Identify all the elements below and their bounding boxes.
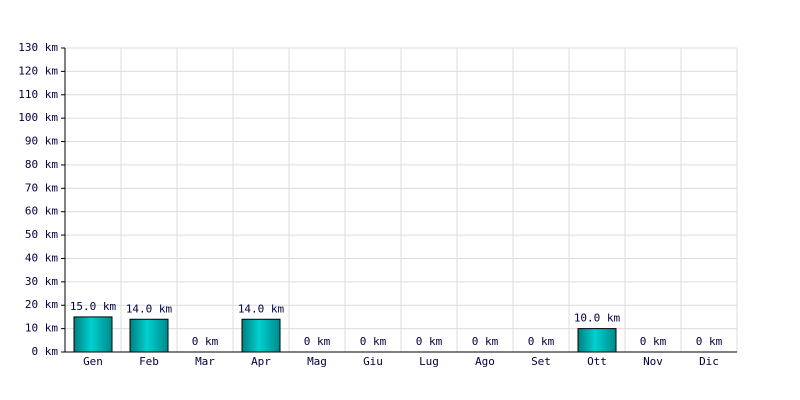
y-tick-label: 20 km — [25, 298, 58, 311]
y-tick-label: 70 km — [25, 181, 58, 194]
x-tick-label: Lug — [419, 355, 439, 368]
value-label: 0 km — [696, 335, 723, 348]
y-tick-label: 60 km — [25, 205, 58, 218]
y-tick-label: 120 km — [18, 64, 58, 77]
value-label: 0 km — [360, 335, 387, 348]
y-tick-label: 10 km — [25, 322, 58, 335]
x-tick-label: Ott — [587, 355, 607, 368]
y-tick-label: 100 km — [18, 111, 58, 124]
bar — [73, 316, 113, 353]
x-tick-label: Ago — [475, 355, 495, 368]
y-tick-label: 50 km — [25, 228, 58, 241]
y-tick-label: 40 km — [25, 251, 58, 264]
value-label: 0 km — [640, 335, 667, 348]
x-tick-label: Dic — [699, 355, 719, 368]
x-tick-label: Mar — [195, 355, 215, 368]
x-tick-label: Feb — [139, 355, 159, 368]
value-label: 14.0 km — [126, 302, 173, 315]
x-tick-label: Mag — [307, 355, 327, 368]
x-tick-label: Gen — [83, 355, 103, 368]
value-label: 0 km — [416, 335, 443, 348]
bar — [129, 318, 169, 353]
y-tick-label: 30 km — [25, 275, 58, 288]
value-label: 0 km — [304, 335, 331, 348]
x-tick-label: Set — [531, 355, 551, 368]
value-label: 10.0 km — [574, 312, 621, 325]
value-label: 0 km — [472, 335, 499, 348]
y-tick-label: 80 km — [25, 158, 58, 171]
y-tick-label: 0 km — [32, 345, 59, 358]
x-tick-label: Apr — [251, 355, 271, 368]
bar — [577, 328, 617, 353]
bar — [241, 318, 281, 353]
x-tick-label: Giu — [363, 355, 383, 368]
y-tick-label: 90 km — [25, 135, 58, 148]
x-tick-label: Nov — [643, 355, 663, 368]
y-tick-label: 130 km — [18, 41, 58, 54]
value-label: 0 km — [528, 335, 555, 348]
value-label: 14.0 km — [238, 302, 285, 315]
y-tick-label: 110 km — [18, 88, 58, 101]
value-label: 0 km — [192, 335, 219, 348]
value-label: 15.0 km — [70, 300, 117, 313]
